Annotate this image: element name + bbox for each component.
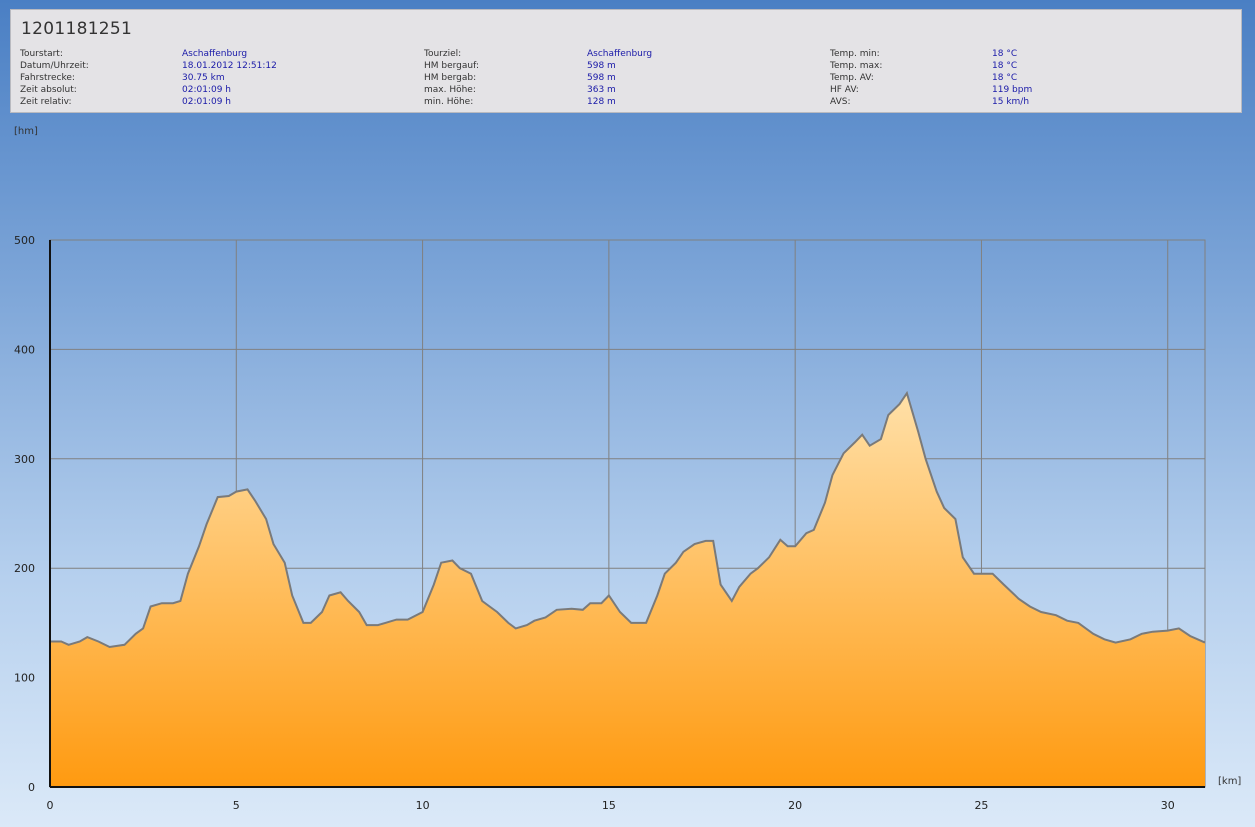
info-value: Aschaffenburg bbox=[182, 49, 248, 59]
info-label: Tourstart: bbox=[20, 49, 63, 59]
x-tick-label: 5 bbox=[233, 799, 240, 812]
chart-axes bbox=[49, 240, 1205, 788]
info-label: Datum/Uhrzeit: bbox=[20, 61, 89, 71]
col2-values: Aschaffenburg 598 m 598 m 363 m 128 m bbox=[587, 48, 652, 108]
info-label: HM bergauf: bbox=[424, 61, 479, 71]
info-value: 598 m bbox=[587, 61, 616, 71]
elevation-line bbox=[50, 390, 1206, 649]
x-tick-label: 25 bbox=[974, 799, 988, 812]
tour-title: 1201181251 bbox=[21, 19, 133, 39]
info-value: 18 °C bbox=[992, 49, 1018, 59]
info-value: 18.01.2012 12:51:12 bbox=[182, 61, 277, 71]
y-tick-label: 200 bbox=[14, 562, 35, 575]
col2-labels: Tourziel: HM bergauf: HM bergab: max. Höhe:… bbox=[424, 48, 479, 108]
info-value: 18 °C bbox=[992, 61, 1018, 71]
info-label: max. Höhe: bbox=[424, 85, 476, 95]
y-tick-label: 0 bbox=[28, 781, 35, 794]
info-label: Zeit relativ: bbox=[20, 97, 72, 107]
x-tick-label: 30 bbox=[1161, 799, 1175, 812]
info-value: 363 m bbox=[587, 85, 616, 95]
info-label: Tourziel: bbox=[424, 49, 462, 59]
info-value: 598 m bbox=[587, 73, 616, 83]
info-panel: 1201181251 Tourstart: Datum/Uhrzeit: Fahrs… bbox=[10, 9, 1242, 113]
info-value: 30.75 km bbox=[182, 73, 225, 83]
info-value: 128 m bbox=[587, 97, 616, 107]
info-value: Aschaffenburg bbox=[587, 49, 653, 59]
info-label: min. Höhe: bbox=[424, 97, 474, 107]
info-label: HF AV: bbox=[830, 85, 859, 95]
y-tick-label: 400 bbox=[14, 343, 35, 356]
elevation-area bbox=[50, 393, 1205, 787]
col1-labels: Tourstart: Datum/Uhrzeit: Fahrstrecke: Zeit… bbox=[20, 48, 89, 108]
col3-values: 18 °C 18 °C 18 °C 119 bpm 15 km/h bbox=[992, 48, 1032, 108]
info-label: Zeit absolut: bbox=[20, 85, 77, 95]
info-label: Fahrstrecke: bbox=[20, 73, 75, 83]
info-label: HM bergab: bbox=[424, 73, 477, 83]
info-label: Temp. AV: bbox=[830, 73, 874, 83]
col1-values: Aschaffenburg 18.01.2012 12:51:12 30.75 km… bbox=[182, 48, 277, 108]
info-value: 18 °C bbox=[992, 73, 1018, 83]
x-tick-label: 10 bbox=[416, 799, 430, 812]
col3-labels: Temp. min: Temp. max: Temp. AV: HF AV: AVS: bbox=[830, 48, 882, 108]
y-tick-label: 500 bbox=[14, 234, 35, 247]
info-label: AVS: bbox=[830, 97, 851, 107]
info-value: 02:01:09 h bbox=[182, 85, 231, 95]
info-value: 15 km/h bbox=[992, 97, 1030, 107]
x-axis-unit-label: [km] bbox=[1218, 776, 1242, 787]
info-label: Temp. max: bbox=[830, 61, 883, 71]
x-tick-label: 15 bbox=[602, 799, 616, 812]
y-axis-unit-label: [hm] bbox=[14, 126, 38, 137]
x-tick-label: 20 bbox=[788, 799, 802, 812]
info-value: 02:01:09 h bbox=[182, 97, 231, 107]
info-value: 119 bpm bbox=[992, 85, 1033, 95]
y-tick-label: 100 bbox=[14, 672, 35, 685]
y-tick-label: 300 bbox=[14, 453, 35, 466]
x-tick-label: 0 bbox=[47, 799, 54, 812]
info-label: Temp. min: bbox=[830, 49, 880, 59]
